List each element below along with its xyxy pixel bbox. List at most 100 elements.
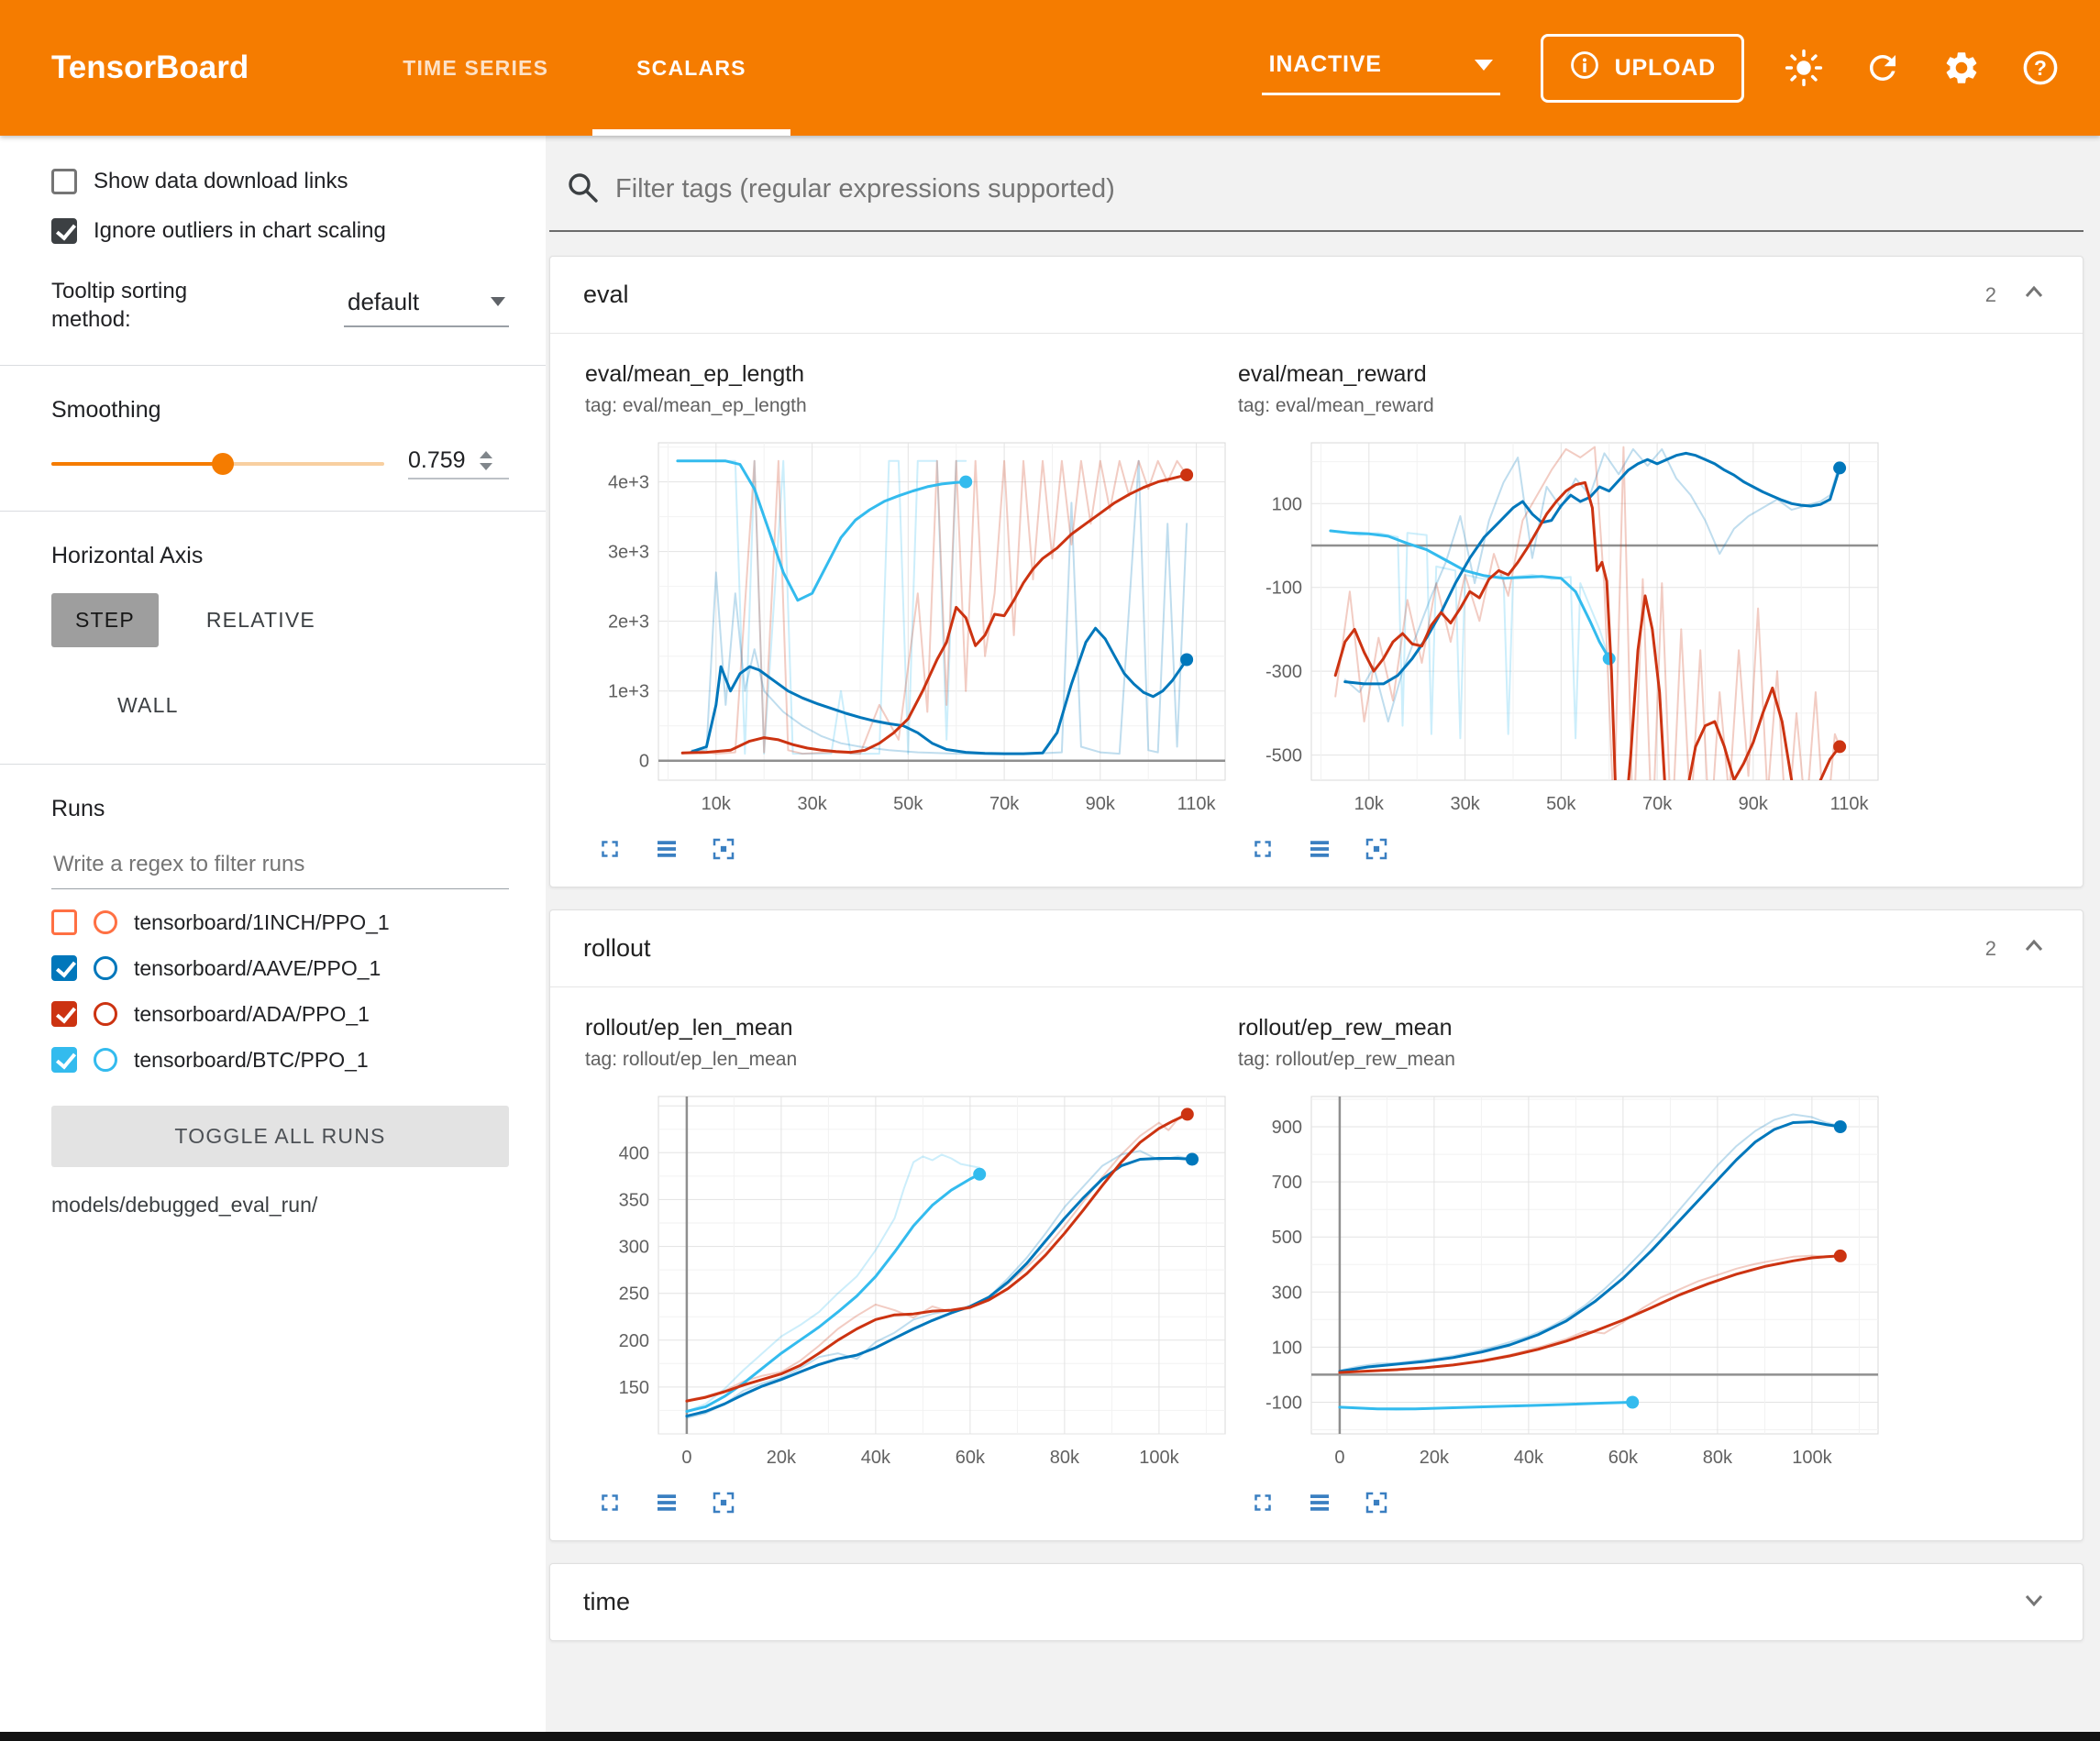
svg-text:-100: -100 (1266, 578, 1302, 599)
tooltip-sorting-dropdown[interactable]: default (344, 284, 509, 327)
fit-domain-button[interactable] (710, 1489, 737, 1516)
run-row-aave[interactable]: tensorboard/AAVE/PPO_1 (51, 955, 509, 982)
svg-text:250: 250 (619, 1284, 649, 1305)
checkbox-label: Ignore outliers in chart scaling (94, 218, 386, 243)
chevron-down-icon (491, 297, 505, 307)
run-color-ring-icon[interactable] (94, 1002, 117, 1027)
section-header-rollout[interactable]: rollout 2 (550, 910, 2083, 987)
svg-text:70k: 70k (989, 794, 1020, 814)
chart-tag: tag: eval/mean_ep_length (585, 395, 807, 416)
expand-chart-button[interactable] (1249, 1489, 1277, 1516)
refresh-icon[interactable] (1863, 49, 1902, 87)
runs-list-button[interactable] (653, 835, 680, 863)
run-checkbox[interactable] (51, 955, 77, 982)
axis-option-step[interactable]: STEP (51, 593, 159, 648)
axis-option-wall[interactable]: WALL (94, 678, 203, 733)
run-label: tensorboard/ADA/PPO_1 (134, 1001, 370, 1026)
show-download-links-checkbox[interactable]: Show data download links (51, 169, 509, 194)
runs-list-button[interactable] (1306, 1489, 1333, 1516)
smoothing-value-input[interactable] (408, 447, 480, 475)
chart-title: eval/mean_reward (1238, 361, 1427, 387)
info-icon (1569, 50, 1600, 87)
tooltip-sorting-row: Tooltip sorting method: default (51, 277, 509, 334)
section-header-eval[interactable]: eval 2 (550, 257, 2083, 334)
fit-domain-button[interactable] (1363, 1489, 1390, 1516)
svg-text:300: 300 (619, 1238, 649, 1258)
section-header-time[interactable]: time (550, 1564, 2083, 1640)
line-chart[interactable]: 0 1e+3 2e+3 3e+3 4e+3 10k 30k 50k 70k 90k 110k (585, 430, 1238, 826)
line-chart[interactable]: 150 200 250 300 350 400 0 20k 40k 60k 80k 100k (585, 1084, 1238, 1480)
run-label: tensorboard/AAVE/PPO_1 (134, 955, 381, 980)
run-color-ring-icon[interactable] (94, 910, 117, 935)
chevron-up-icon[interactable] (2018, 931, 2050, 966)
chart-actions (1249, 835, 1891, 863)
section-count-badge: 2 (1984, 936, 1996, 960)
chart-actions (1249, 1489, 1891, 1516)
tooltip-sorting-label: Tooltip sorting method: (51, 279, 188, 333)
svg-text:100k: 100k (1792, 1448, 1832, 1468)
help-icon[interactable]: ? (2021, 49, 2060, 87)
svg-text:-500: -500 (1266, 746, 1302, 766)
status-dropdown-value: INACTIVE (1268, 51, 1382, 77)
run-row-ada[interactable]: tensorboard/ADA/PPO_1 (51, 1001, 509, 1028)
svg-text:4e+3: 4e+3 (608, 473, 649, 493)
svg-text:60k: 60k (956, 1448, 986, 1468)
tab-time-series[interactable]: TIME SERIES (403, 55, 549, 80)
svg-text:1e+3: 1e+3 (608, 682, 649, 702)
section-card-rollout: rollout 2 rollout/ep_len_mean tag: rollo… (549, 909, 2083, 1541)
status-dropdown[interactable]: INACTIVE (1261, 40, 1500, 95)
runs-filter-input[interactable] (51, 846, 509, 890)
fit-domain-button[interactable] (710, 835, 737, 863)
brightness-icon[interactable] (1785, 49, 1823, 87)
svg-text:40k: 40k (861, 1448, 891, 1468)
expand-chart-button[interactable] (596, 835, 624, 863)
run-checkbox[interactable] (51, 1001, 77, 1028)
upload-label: UPLOAD (1614, 54, 1716, 81)
svg-text:?: ? (2034, 56, 2047, 80)
chevron-down-icon[interactable] (2018, 1584, 2050, 1620)
horizontal-axis-label: Horizontal Axis (51, 543, 204, 569)
runs-list-button[interactable] (653, 1489, 680, 1516)
section-title: time (583, 1588, 631, 1615)
runs-list-button[interactable] (1306, 835, 1333, 863)
run-row-1inch[interactable]: tensorboard/1INCH/PPO_1 (51, 909, 509, 936)
tab-scalars[interactable]: SCALARS (592, 0, 790, 136)
chart-tag: tag: rollout/ep_rew_mean (1238, 1049, 1455, 1070)
run-checkbox[interactable] (51, 1047, 77, 1074)
run-checkbox[interactable] (51, 909, 77, 936)
upload-button[interactable]: UPLOAD (1540, 33, 1744, 103)
search-icon (564, 169, 601, 210)
fit-domain-button[interactable] (1363, 835, 1390, 863)
axis-option-relative[interactable]: RELATIVE (182, 593, 339, 647)
checkbox-icon[interactable] (51, 218, 77, 244)
run-color-ring-icon[interactable] (94, 956, 117, 981)
svg-text:2e+3: 2e+3 (608, 612, 649, 633)
svg-text:0: 0 (1334, 1448, 1344, 1468)
slider-thumb[interactable] (212, 452, 235, 475)
chevron-up-icon[interactable] (2018, 277, 2050, 313)
svg-text:90k: 90k (1739, 794, 1769, 814)
run-row-btc[interactable]: tensorboard/BTC/PPO_1 (51, 1047, 509, 1074)
expand-chart-button[interactable] (596, 1489, 624, 1516)
filter-tags-input[interactable] (615, 174, 2074, 204)
svg-text:0: 0 (681, 1448, 691, 1468)
line-chart[interactable]: -100 100 300 500 700 900 0 20k 40k 60k 80k 100k (1238, 1084, 1891, 1480)
svg-text:40k: 40k (1514, 1448, 1544, 1468)
smoothing-label: Smoothing (51, 397, 161, 424)
svg-text:110k: 110k (1830, 794, 1870, 814)
line-chart[interactable]: -500 -300 -100 100 10k 30k 50k 70k 90k 110k (1238, 430, 1891, 826)
ignore-outliers-checkbox[interactable]: Ignore outliers in chart scaling (51, 218, 509, 244)
stepper-arrows-icon[interactable] (480, 451, 492, 471)
run-color-ring-icon[interactable] (94, 1048, 117, 1073)
toggle-all-runs-button[interactable]: TOGGLE ALL RUNS (51, 1106, 509, 1168)
svg-text:80k: 80k (1050, 1448, 1080, 1468)
settings-gear-icon[interactable] (1942, 49, 1981, 87)
svg-text:70k: 70k (1642, 794, 1673, 814)
expand-chart-button[interactable] (1249, 835, 1277, 863)
chart-card-mean-ep-length: eval/mean_ep_length tag: eval/mean_ep_le… (585, 361, 1238, 866)
chart-title: rollout/ep_rew_mean (1238, 1015, 1453, 1041)
smoothing-slider[interactable] (51, 452, 384, 475)
checkbox-icon[interactable] (51, 169, 77, 194)
svg-text:100k: 100k (1139, 1448, 1179, 1468)
svg-text:50k: 50k (893, 794, 923, 814)
